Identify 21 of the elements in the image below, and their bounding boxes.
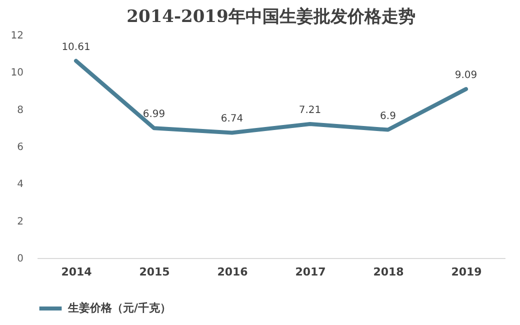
chart-title: 2014-2019年中国生姜批发价格走势: [126, 6, 416, 27]
data-label: 10.61: [62, 42, 90, 53]
data-label: 6.74: [220, 114, 244, 125]
y-tick-label: 12: [10, 30, 24, 42]
x-tick-label: 2015: [139, 266, 170, 278]
data-label: 6.99: [142, 109, 166, 120]
data-label: 6.9: [380, 110, 396, 122]
x-tick-label: 2019: [451, 266, 482, 278]
y-tick-label: 6: [17, 142, 24, 153]
x-tick-label: 2018: [373, 266, 404, 278]
x-tick-label: 2016: [217, 266, 248, 278]
x-tick-label: 2014: [61, 266, 92, 278]
y-tick-label: 10: [10, 68, 24, 79]
x-tick-label: 2017: [295, 266, 326, 278]
data-label: 7.21: [298, 105, 322, 116]
y-tick-label: 2: [17, 216, 24, 228]
y-tick-label: 8: [17, 104, 24, 116]
data-label: 9.09: [454, 70, 478, 82]
y-tick-label: 4: [17, 179, 24, 190]
y-tick-label: 0: [17, 254, 24, 264]
legend-label: 生姜价格（元/千克）: [67, 302, 172, 314]
